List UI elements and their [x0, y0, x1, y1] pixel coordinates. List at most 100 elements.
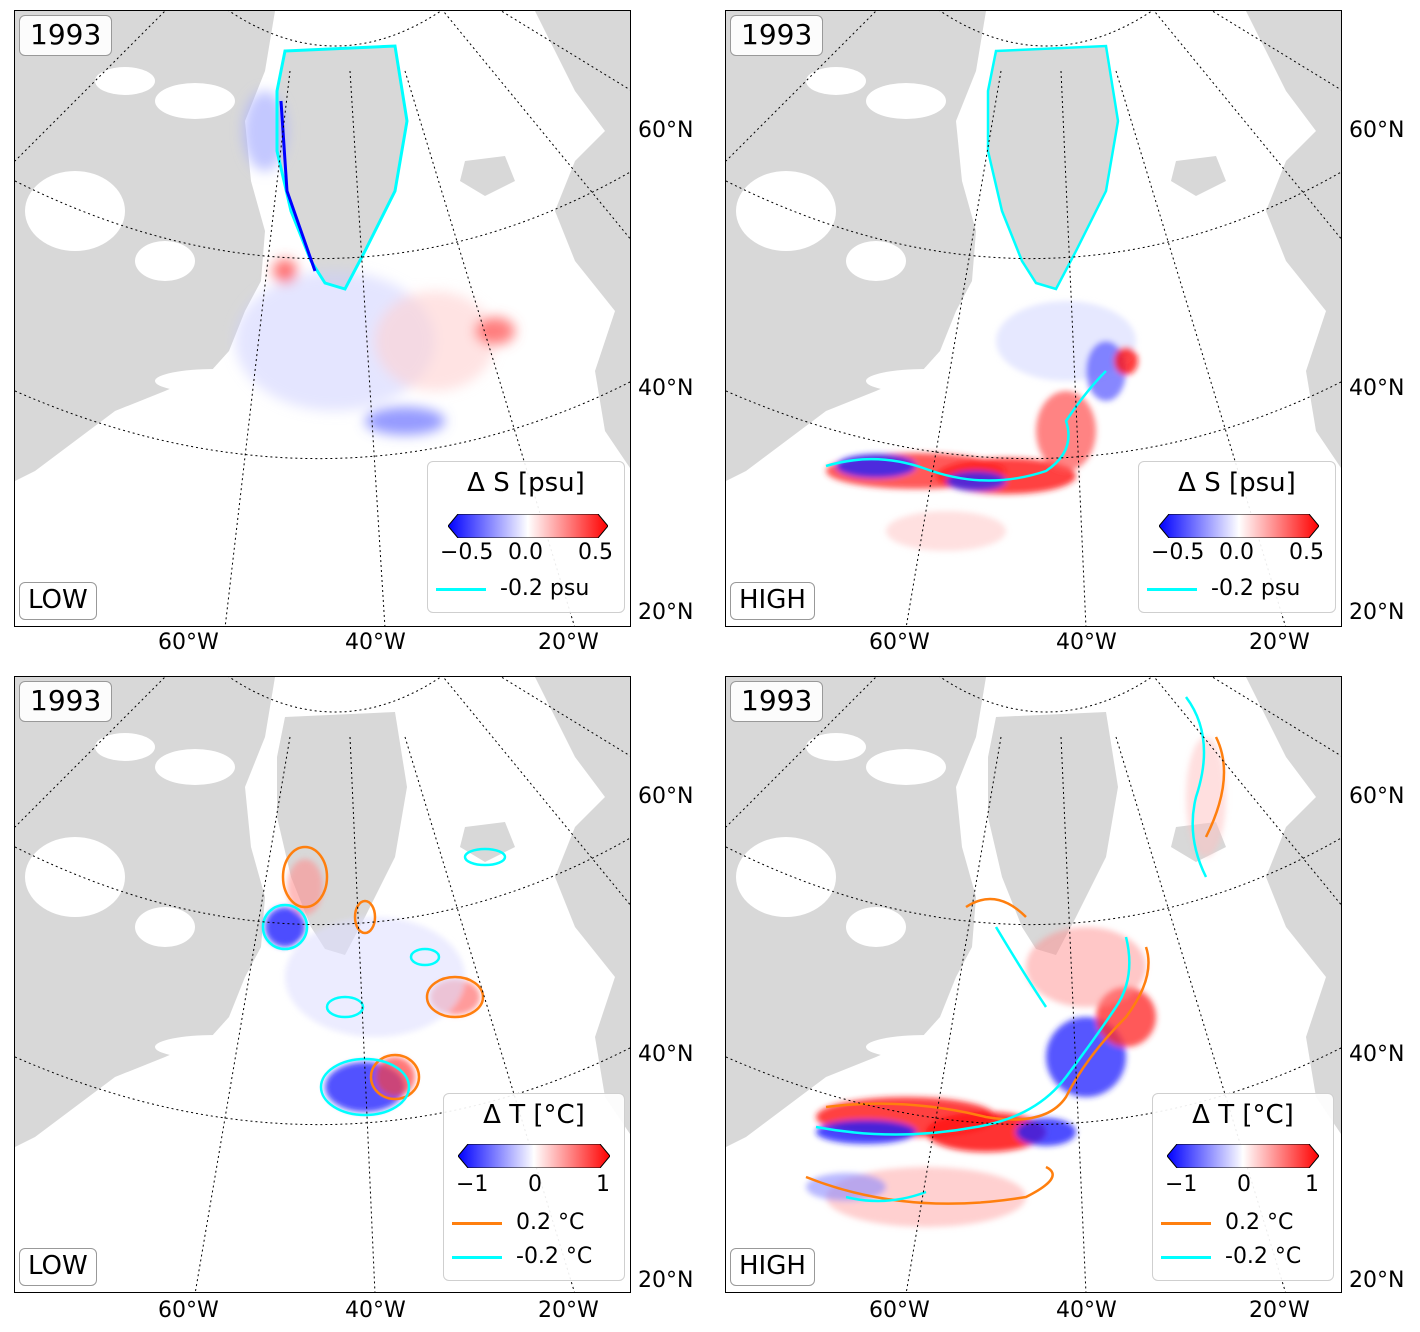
colorbar — [1159, 514, 1319, 538]
colorbar-tick-mid: 0 — [528, 1172, 542, 1197]
contours-negative — [815, 696, 1208, 1203]
map-canvas — [726, 677, 1341, 1292]
europe-land — [535, 11, 630, 469]
legend-line-label: 0.2 °C — [516, 1210, 585, 1235]
resolution-badge: HIGH — [730, 1248, 815, 1286]
inland-waters — [736, 733, 986, 1059]
colorbar-tick-min: −1 — [1165, 1172, 1198, 1197]
lat-label-20: 20°N — [638, 1268, 694, 1293]
inland-waters — [736, 67, 986, 393]
europe-land — [1246, 677, 1341, 1135]
colorbar-tick-mid: 0.0 — [508, 540, 543, 565]
legend-line-entry: -0.2 psu — [1147, 576, 1300, 601]
colorbar-tick-max: 1 — [596, 1172, 610, 1197]
contours-positive — [805, 736, 1226, 1205]
lon-label-20: 20°W — [538, 1298, 599, 1323]
year-badge: 1993 — [730, 15, 824, 56]
lat-label-20: 20°N — [1349, 1268, 1405, 1293]
legend-swatch — [452, 1221, 502, 1225]
legend-line-entry: 0.2 °C — [452, 1210, 584, 1235]
legend-line-label: -0.2 °C — [1225, 1244, 1302, 1269]
lon-label-60: 60°W — [869, 630, 930, 655]
lat-label-60: 60°N — [638, 784, 694, 809]
lon-label-40: 40°W — [345, 630, 406, 655]
lat-label-60: 60°N — [638, 118, 694, 143]
legend-title: Δ S [psu] — [467, 468, 585, 498]
colorbar — [458, 1144, 610, 1168]
contours-negative — [825, 44, 1120, 482]
legend: Δ S [psu] −0.5 0.0 0.5 -0.2 psu — [1138, 461, 1336, 613]
colorbar — [1167, 1144, 1319, 1168]
colorbar-tick-max: 0.5 — [578, 540, 613, 565]
resolution-badge: LOW — [19, 582, 97, 620]
lon-label-20: 20°W — [1249, 1298, 1310, 1323]
map-panel-salinity-high: 1993 HIGH Δ S [psu] −0.5 0.0 0.5 -0.2 ps… — [725, 10, 1342, 627]
colorbar-tick-mid: 0 — [1237, 1172, 1251, 1197]
legend-title: Δ T [°C] — [483, 1100, 585, 1130]
europe-land — [1246, 11, 1341, 469]
legend-swatch — [1161, 1255, 1211, 1259]
legend-swatch — [436, 587, 486, 591]
legend-line-entry: 0.2 °C — [1161, 1210, 1293, 1235]
legend-title: Δ T [°C] — [1192, 1100, 1294, 1130]
lon-label-40: 40°W — [345, 1298, 406, 1323]
lat-label-20: 20°N — [1349, 600, 1405, 625]
iceland-land — [460, 156, 515, 196]
north-america-land — [15, 11, 275, 481]
lat-label-40: 40°N — [638, 376, 694, 401]
legend-line-label: 0.2 °C — [1225, 1210, 1294, 1235]
legend: Δ T [°C] −1 0 1 0.2 °C -0.2 °C — [1152, 1093, 1334, 1281]
lat-label-40: 40°N — [638, 1042, 694, 1067]
colorbar-tick-min: −0.5 — [440, 540, 494, 565]
colorbar — [448, 514, 608, 538]
map-canvas — [15, 11, 630, 626]
contours-positive — [281, 845, 485, 1101]
lon-label-20: 20°W — [538, 630, 599, 655]
legend: Δ S [psu] −0.5 0.0 0.5 -0.2 psu — [427, 461, 625, 613]
legend-line-label: -0.2 psu — [1211, 576, 1301, 601]
legend: Δ T [°C] −1 0 1 0.2 °C -0.2 °C — [443, 1093, 625, 1281]
anomaly-field — [265, 859, 480, 1112]
resolution-badge: LOW — [19, 1248, 97, 1286]
map-canvas — [726, 11, 1341, 626]
year-badge: 1993 — [19, 681, 113, 722]
lon-label-60: 60°W — [158, 1298, 219, 1323]
inland-waters — [25, 67, 275, 393]
north-america-land — [15, 677, 275, 1147]
legend-swatch — [1147, 587, 1197, 591]
lon-label-40: 40°W — [1056, 1298, 1117, 1323]
map-panel-temperature-high: 1993 HIGH Δ T [°C] −1 0 1 0.2 °C -0.2 °C — [725, 676, 1342, 1293]
north-america-land — [726, 11, 986, 481]
colorbar-tick-mid: 0.0 — [1219, 540, 1254, 565]
year-badge: 1993 — [730, 681, 824, 722]
legend-line-label: -0.2 psu — [500, 576, 590, 601]
iceland-land — [460, 822, 515, 862]
resolution-badge: HIGH — [730, 582, 815, 620]
colorbar-tick-max: 0.5 — [1289, 540, 1324, 565]
north-america-land — [726, 677, 986, 1147]
legend-swatch — [1161, 1221, 1211, 1225]
colorbar-tick-max: 1 — [1305, 1172, 1319, 1197]
lon-label-20: 20°W — [1249, 630, 1310, 655]
lon-label-40: 40°W — [1056, 630, 1117, 655]
map-panel-temperature-low: 1993 LOW Δ T [°C] −1 0 1 0.2 °C -0.2 °C — [14, 676, 631, 1293]
lat-label-40: 40°N — [1349, 376, 1405, 401]
legend-line-entry: -0.2 °C — [1161, 1244, 1301, 1269]
colorbar-tick-min: −0.5 — [1151, 540, 1205, 565]
map-canvas — [15, 677, 630, 1292]
lon-label-60: 60°W — [158, 630, 219, 655]
map-panel-salinity-low: 1993 LOW Δ S [psu] −0.5 0.0 0.5 -0.2 psu — [14, 10, 631, 627]
legend-line-entry: -0.2 °C — [452, 1244, 592, 1269]
greenland-land — [988, 712, 1118, 955]
colorbar-tick-min: −1 — [456, 1172, 489, 1197]
greenland-land — [988, 46, 1118, 289]
inland-waters — [25, 733, 275, 1059]
anomaly-field — [235, 91, 515, 435]
europe-land — [535, 677, 630, 1135]
greenland-contour — [275, 44, 409, 291]
lat-label-60: 60°N — [1349, 118, 1405, 143]
iceland-land — [1171, 156, 1226, 196]
lat-label-40: 40°N — [1349, 1042, 1405, 1067]
lat-label-60: 60°N — [1349, 784, 1405, 809]
legend-title: Δ S [psu] — [1178, 468, 1296, 498]
